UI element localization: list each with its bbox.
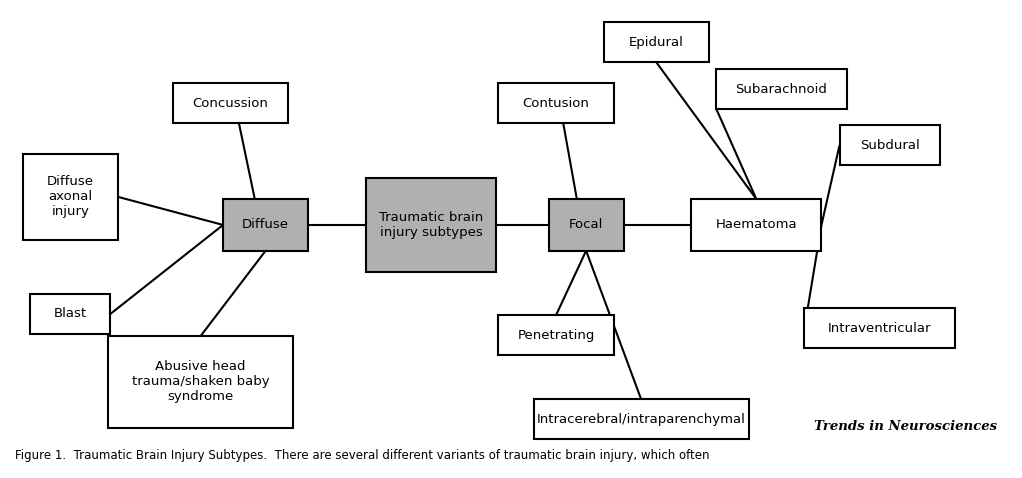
Text: Penetrating: Penetrating	[517, 328, 595, 341]
FancyBboxPatch shape	[22, 153, 118, 240]
FancyBboxPatch shape	[549, 199, 623, 251]
FancyBboxPatch shape	[499, 83, 613, 123]
FancyBboxPatch shape	[366, 178, 496, 272]
Text: Figure 1.  Traumatic Brain Injury Subtypes.  There are several different variant: Figure 1. Traumatic Brain Injury Subtype…	[15, 448, 709, 462]
Text: Contusion: Contusion	[522, 97, 590, 109]
Text: Haematoma: Haematoma	[715, 218, 797, 231]
Text: Concussion: Concussion	[192, 97, 269, 109]
Text: Intracerebral/intraparenchymal: Intracerebral/intraparenchymal	[537, 413, 746, 426]
Text: Diffuse: Diffuse	[242, 218, 289, 231]
Text: Subarachnoid: Subarachnoid	[736, 83, 828, 96]
Text: Diffuse
axonal
injury: Diffuse axonal injury	[47, 175, 94, 218]
Text: Focal: Focal	[569, 218, 603, 231]
Text: Subdural: Subdural	[860, 139, 920, 152]
FancyBboxPatch shape	[173, 83, 288, 123]
FancyBboxPatch shape	[804, 308, 955, 348]
FancyBboxPatch shape	[499, 315, 613, 355]
FancyBboxPatch shape	[108, 336, 293, 427]
Text: Traumatic brain
injury subtypes: Traumatic brain injury subtypes	[379, 211, 483, 239]
Text: Trends in Neurosciences: Trends in Neurosciences	[814, 421, 996, 434]
FancyBboxPatch shape	[533, 400, 749, 439]
Text: Abusive head
trauma/shaken baby
syndrome: Abusive head trauma/shaken baby syndrome	[132, 360, 270, 403]
FancyBboxPatch shape	[716, 69, 846, 109]
Text: Blast: Blast	[54, 307, 87, 320]
FancyBboxPatch shape	[31, 294, 110, 334]
FancyBboxPatch shape	[839, 125, 939, 165]
FancyBboxPatch shape	[223, 199, 309, 251]
FancyBboxPatch shape	[604, 22, 709, 62]
Text: Intraventricular: Intraventricular	[828, 322, 931, 335]
Text: Epidural: Epidural	[629, 36, 684, 49]
FancyBboxPatch shape	[691, 199, 822, 251]
